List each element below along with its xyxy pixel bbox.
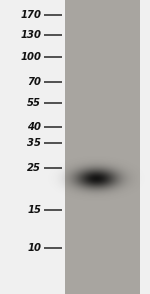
Text: 70: 70: [27, 77, 41, 87]
Text: 100: 100: [20, 52, 41, 62]
Text: 40: 40: [27, 122, 41, 132]
Text: 15: 15: [27, 205, 41, 215]
Text: 55: 55: [27, 98, 41, 108]
Bar: [140, 0, 150, 294]
Text: 25: 25: [27, 163, 41, 173]
Text: 170: 170: [20, 10, 41, 20]
Text: 130: 130: [20, 30, 41, 40]
Bar: [0, 0, 65, 294]
Text: 10: 10: [27, 243, 41, 253]
Bar: [65, 0, 140, 294]
Text: 35: 35: [27, 138, 41, 148]
